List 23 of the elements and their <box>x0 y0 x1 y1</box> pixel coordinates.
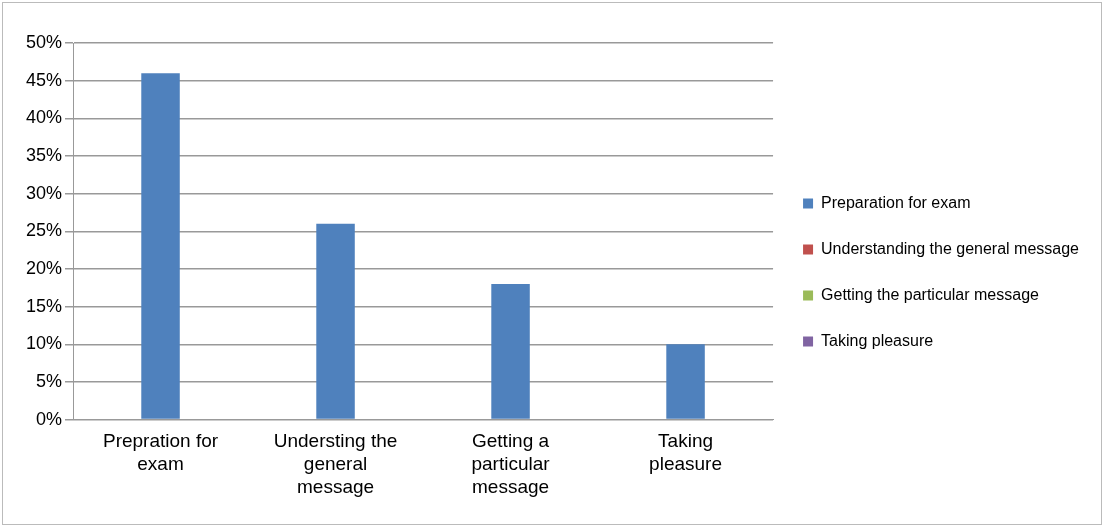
bar <box>141 73 180 419</box>
legend-label: Taking pleasure <box>821 331 934 349</box>
legend-label: Preparation for exam <box>821 193 971 211</box>
y-tick-label: 30% <box>26 182 63 203</box>
y-tick-label: 45% <box>26 69 63 90</box>
bar <box>666 344 705 419</box>
y-tick-label: 0% <box>36 408 63 429</box>
bar <box>316 223 355 419</box>
y-tick-label: 40% <box>26 107 63 128</box>
legend-label: Understanding the general message <box>821 239 1080 257</box>
y-tick-label: 35% <box>26 144 63 165</box>
y-tick-label: 15% <box>26 295 63 316</box>
x-tick-label: Getting a particular message <box>471 430 551 497</box>
y-tick-label: 10% <box>26 333 63 354</box>
y-tick-label: 50% <box>26 31 63 52</box>
y-tick-label: 5% <box>36 370 63 391</box>
y-tick-label: 20% <box>26 257 63 278</box>
legend-label: Getting the particular message <box>821 285 1040 303</box>
x-tick-label: Understing the general message <box>273 430 398 497</box>
x-tick-label: Taking pleasure <box>649 430 722 475</box>
y-tick-label: 25% <box>26 220 63 241</box>
bar <box>491 284 530 419</box>
x-tick-label: Prepration for exam <box>102 430 219 475</box>
